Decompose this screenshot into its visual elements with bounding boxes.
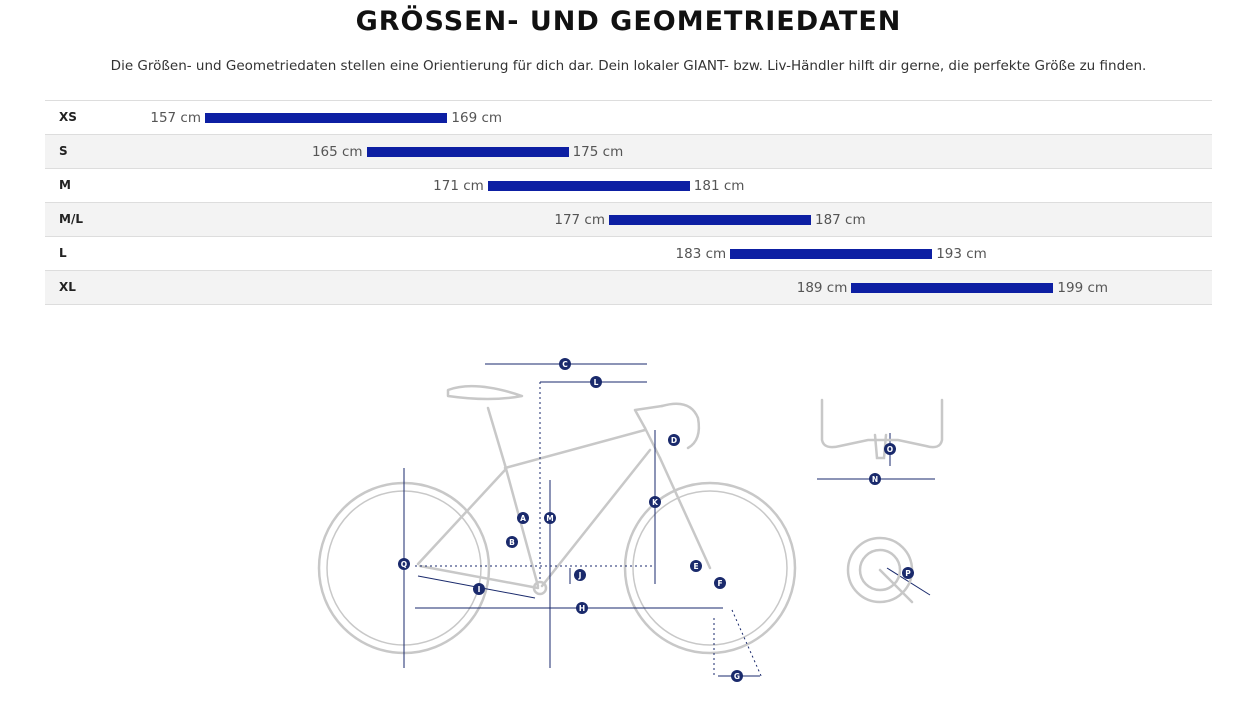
size-label: XL — [59, 280, 76, 294]
marker-label: N — [872, 475, 878, 484]
marker-label: E — [693, 562, 698, 571]
saddle — [446, 384, 524, 401]
bike-illustration — [317, 384, 797, 655]
top-tube — [503, 428, 647, 470]
marker-label: A — [520, 514, 526, 523]
stem — [633, 404, 664, 430]
handlebar-stem-front — [873, 433, 888, 460]
size-label: L — [59, 246, 67, 260]
marker-label: Q — [401, 560, 407, 569]
size-row-ml: M/L 177 cm 187 cm — [45, 203, 1212, 237]
front-wheel-inner — [632, 490, 788, 646]
bottom-bracket — [532, 580, 548, 596]
size-range-chart: XS 157 cm 169 cm S 165 cm 175 cm M 171 c… — [45, 100, 1212, 305]
marker-label: C — [562, 360, 568, 369]
marker-label: K — [652, 498, 659, 507]
marker-label: O — [887, 445, 893, 454]
size-row-xl: XL 189 cm 199 cm — [45, 271, 1212, 305]
marker-label: F — [717, 579, 722, 588]
range-bar — [205, 113, 448, 123]
range-max-label: 169 cm — [451, 110, 503, 126]
accessory-drawings — [820, 398, 944, 604]
range-min-label: 183 cm — [675, 246, 727, 262]
range-min-label: 157 cm — [150, 110, 201, 126]
chainring-inner — [858, 548, 902, 592]
intro-text: Die Größen- und Geometriedaten stellen e… — [110, 58, 1147, 74]
marker-label: D — [671, 436, 677, 445]
handlebar-front-view — [820, 398, 944, 449]
down-tube — [540, 448, 652, 588]
range-bar — [851, 283, 1054, 293]
front-wheel-outer — [623, 481, 797, 655]
dimension-lines — [403, 363, 935, 679]
marker-label: G — [734, 672, 740, 681]
chainstay — [418, 564, 540, 590]
size-row-xs: XS 157 cm 169 cm — [45, 101, 1212, 135]
size-label: M/L — [59, 212, 83, 226]
range-min-label: 189 cm — [796, 280, 848, 296]
size-label: S — [59, 144, 68, 158]
range-min-label: 177 cm — [554, 212, 605, 228]
range-min-label: 171 cm — [433, 178, 484, 194]
range-bar — [730, 249, 933, 259]
fork — [658, 456, 712, 570]
range-min-label: 165 cm — [311, 144, 363, 160]
dimension-markers — [398, 358, 914, 682]
marker-label: H — [579, 604, 585, 613]
marker-label: P — [905, 569, 911, 578]
range-bar — [366, 147, 569, 157]
dimension-marker-labels: A B C D E F G H I J K L M N O P Q — [401, 360, 911, 681]
range-max-label: 187 cm — [815, 212, 866, 228]
seat-tube — [503, 463, 540, 588]
handlebar — [660, 402, 701, 450]
size-row-l: L 183 cm 193 cm — [45, 237, 1212, 271]
marker-label: L — [594, 378, 599, 387]
range-bar — [609, 215, 811, 225]
range-max-label: 193 cm — [936, 246, 987, 262]
marker-label: I — [478, 585, 481, 594]
range-max-label: 175 cm — [572, 144, 624, 160]
head-tube — [643, 426, 662, 460]
seatpost — [486, 406, 507, 467]
marker-label: J — [578, 571, 582, 580]
marker-label: M — [546, 514, 553, 523]
range-max-label: 199 cm — [1057, 280, 1109, 296]
seatstay — [416, 468, 507, 566]
size-row-s: S 165 cm 175 cm — [45, 135, 1212, 169]
page-title: GRÖSSEN- UND GEOMETRIEDATEN — [355, 6, 902, 37]
range-max-label: 181 cm — [693, 178, 745, 194]
size-row-m: M 171 cm 181 cm — [45, 169, 1212, 203]
size-label: M — [59, 178, 71, 192]
marker-label: B — [509, 538, 515, 547]
size-label: XS — [59, 110, 77, 124]
crank-arm — [878, 568, 914, 604]
range-bar — [487, 181, 690, 191]
bike-geometry-diagram: A B C D E F G H I J K L M N O P Q — [317, 358, 944, 682]
